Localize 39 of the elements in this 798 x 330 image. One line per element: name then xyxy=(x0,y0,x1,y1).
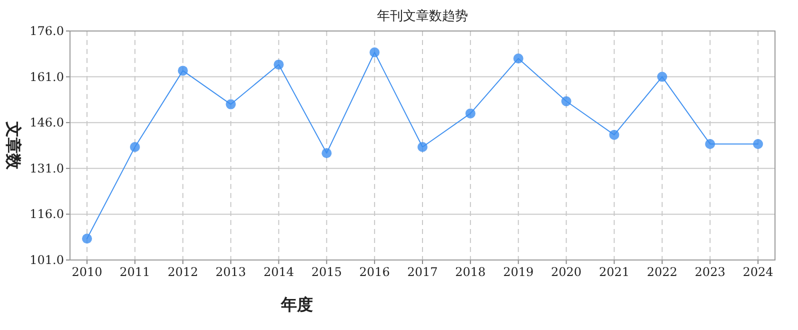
x-tick-label: 2021 xyxy=(598,265,630,279)
point xyxy=(561,96,572,106)
point xyxy=(178,66,188,76)
y-tick-label: 176.0 xyxy=(30,24,64,38)
x-tick-label: 2016 xyxy=(359,265,390,279)
point xyxy=(465,108,476,118)
point xyxy=(705,138,716,149)
x-tick-label: 2022 xyxy=(646,265,678,279)
x-axis-title: 年度 xyxy=(280,295,313,314)
point xyxy=(274,60,284,70)
point xyxy=(513,53,524,64)
chart-title: 年刊文章数趋势 xyxy=(377,9,468,24)
point xyxy=(226,99,236,110)
y-tick-label: 116.0 xyxy=(30,207,64,222)
point xyxy=(82,234,92,244)
y-axis-title: 文章数 xyxy=(4,120,23,170)
point xyxy=(130,142,140,152)
x-tick-label: 2019 xyxy=(503,265,534,279)
x-tick-label: 2017 xyxy=(407,265,438,279)
point xyxy=(418,142,428,152)
x-tick-label: 2012 xyxy=(168,265,198,279)
x-tick-label: 2023 xyxy=(694,265,726,279)
x-tick-label: 2020 xyxy=(551,265,582,279)
point xyxy=(609,130,620,140)
x-tick-label: 2015 xyxy=(311,265,342,279)
point xyxy=(657,72,668,82)
x-tick-label: 2014 xyxy=(263,265,294,279)
point xyxy=(322,148,332,158)
y-tick-label: 146.0 xyxy=(30,116,64,130)
point xyxy=(370,47,380,58)
y-tick-label: 101.0 xyxy=(30,253,64,267)
x-tick-label: 2010 xyxy=(72,265,102,279)
x-tick-label: 2024 xyxy=(742,265,774,279)
point xyxy=(753,138,763,149)
y-tick-label: 131.0 xyxy=(30,161,64,176)
x-tick-label: 2018 xyxy=(455,265,486,279)
x-tick-label: 2011 xyxy=(120,265,150,279)
x-tick-label: 2013 xyxy=(216,265,246,279)
y-tick-label: 161.0 xyxy=(30,70,64,84)
